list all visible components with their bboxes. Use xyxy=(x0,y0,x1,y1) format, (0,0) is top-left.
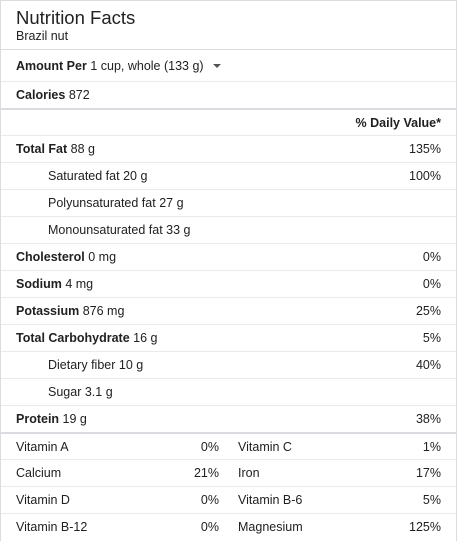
nutrient-amount: 10 g xyxy=(118,358,144,372)
nutrient-row-monounsaturated-fat: Monounsaturated fat 33 g xyxy=(1,216,456,243)
vitamin-value: 21% xyxy=(193,466,219,480)
nutrient-row-sodium: Sodium 4 mg 0% xyxy=(1,270,456,297)
serving-size-value: 1 cup, whole (133 g) xyxy=(90,58,204,73)
nutrient-label: Monounsaturated fat xyxy=(48,223,163,237)
nutrient-row-dietary-fiber: Dietary fiber 10 g 40% xyxy=(1,351,456,378)
calories-label: Calories xyxy=(16,88,66,102)
nutrient-daily-value: 25% xyxy=(415,304,441,318)
food-name: Brazil nut xyxy=(16,29,69,43)
nutrient-amount: 876 mg xyxy=(82,304,125,318)
nutrient-label: Total Fat xyxy=(16,142,68,156)
nutrient-label: Dietary fiber xyxy=(48,358,116,372)
nutrient-amount: 4 mg xyxy=(65,277,94,291)
nutrient-label: Polyunsaturated fat xyxy=(48,196,156,210)
nutrient-label: Protein xyxy=(16,412,60,426)
calories-value: 872 xyxy=(68,88,90,102)
serving-size-select[interactable]: 1 cup, whole (133 g) xyxy=(90,58,221,73)
nutrient-label: Cholesterol xyxy=(16,250,85,264)
nutrient-daily-value: 100% xyxy=(409,169,441,183)
vitamin-name: Calcium xyxy=(16,466,62,480)
vitamin-value: 0% xyxy=(200,439,219,454)
vitamin-value: 17% xyxy=(415,466,441,480)
nutrient-amount: 88 g xyxy=(70,142,95,156)
vitamin-name: Iron xyxy=(238,466,260,480)
nutrient-label: Total Carbohydrate xyxy=(16,331,130,345)
nutrition-header: Nutrition Facts Brazil nut xyxy=(1,1,456,49)
nutrition-title: Nutrition Facts xyxy=(16,7,136,28)
calories-row: Calories 872 xyxy=(1,81,456,108)
nutrient-daily-value: 0% xyxy=(422,277,441,291)
nutrient-row-potassium: Potassium 876 mg 25% xyxy=(1,297,456,324)
nutrient-daily-value: 40% xyxy=(415,358,441,372)
vitamin-row: Calcium 21% Iron 17% xyxy=(1,459,456,486)
nutrient-daily-value: 0% xyxy=(422,250,441,264)
vitamin-name: Vitamin C xyxy=(238,439,292,454)
vitamin-row: Vitamin D 0% Vitamin B-6 5% xyxy=(1,486,456,513)
vitamin-name: Vitamin D xyxy=(16,493,70,507)
vitamin-value: 1% xyxy=(422,439,441,454)
nutrient-row-cholesterol: Cholesterol 0 mg 0% xyxy=(1,243,456,270)
nutrient-daily-value: 5% xyxy=(422,331,441,345)
nutrient-daily-value: 135% xyxy=(409,142,441,156)
nutrient-amount: 20 g xyxy=(123,169,148,183)
vitamin-row: Vitamin B-12 0% Magnesium 125% xyxy=(1,513,456,540)
nutrient-amount: 0 mg xyxy=(88,250,117,264)
nutrient-row-protein: Protein 19 g 38% xyxy=(1,405,456,432)
vitamin-name: Vitamin B-6 xyxy=(238,493,303,507)
nutrient-row-polyunsaturated-fat: Polyunsaturated fat 27 g xyxy=(1,189,456,216)
nutrient-amount: 3.1 g xyxy=(84,385,113,399)
vitamin-value: 5% xyxy=(422,493,441,507)
nutrient-amount: 27 g xyxy=(159,196,184,210)
vitamin-name: Vitamin A xyxy=(16,439,69,454)
nutrient-amount: 16 g xyxy=(133,331,158,345)
nutrient-label: Sugar xyxy=(48,385,82,399)
nutrient-row-sugar: Sugar 3.1 g xyxy=(1,378,456,405)
nutrient-daily-value: 38% xyxy=(415,412,441,426)
nutrient-amount: 19 g xyxy=(62,412,87,426)
vitamin-row: Vitamin A 0% Vitamin C 1% xyxy=(1,432,456,459)
daily-value-header-row: % Daily Value* xyxy=(1,108,456,135)
dropdown-caret-icon[interactable] xyxy=(212,64,221,69)
nutrient-label: Sodium xyxy=(16,277,62,291)
nutrient-label: Potassium xyxy=(16,304,80,318)
vitamin-value: 125% xyxy=(409,520,441,534)
vitamin-name: Magnesium xyxy=(238,520,303,534)
nutrient-row-total-fat: Total Fat 88 g 135% xyxy=(1,135,456,162)
nutrient-amount: 33 g xyxy=(166,223,191,237)
vitamin-name: Vitamin B-12 xyxy=(16,520,88,534)
serving-size-row: Amount Per 1 cup, whole (133 g) xyxy=(1,49,456,81)
vitamin-value: 0% xyxy=(200,493,219,507)
nutrient-row-total-carbohydrate: Total Carbohydrate 16 g 5% xyxy=(1,324,456,351)
nutrient-row-saturated-fat: Saturated fat 20 g 100% xyxy=(1,162,456,189)
vitamin-value: 0% xyxy=(200,520,219,534)
amount-per-label: Amount Per xyxy=(16,58,87,73)
nutrient-label: Saturated fat xyxy=(48,169,120,183)
daily-value-header: % Daily Value* xyxy=(355,115,441,130)
